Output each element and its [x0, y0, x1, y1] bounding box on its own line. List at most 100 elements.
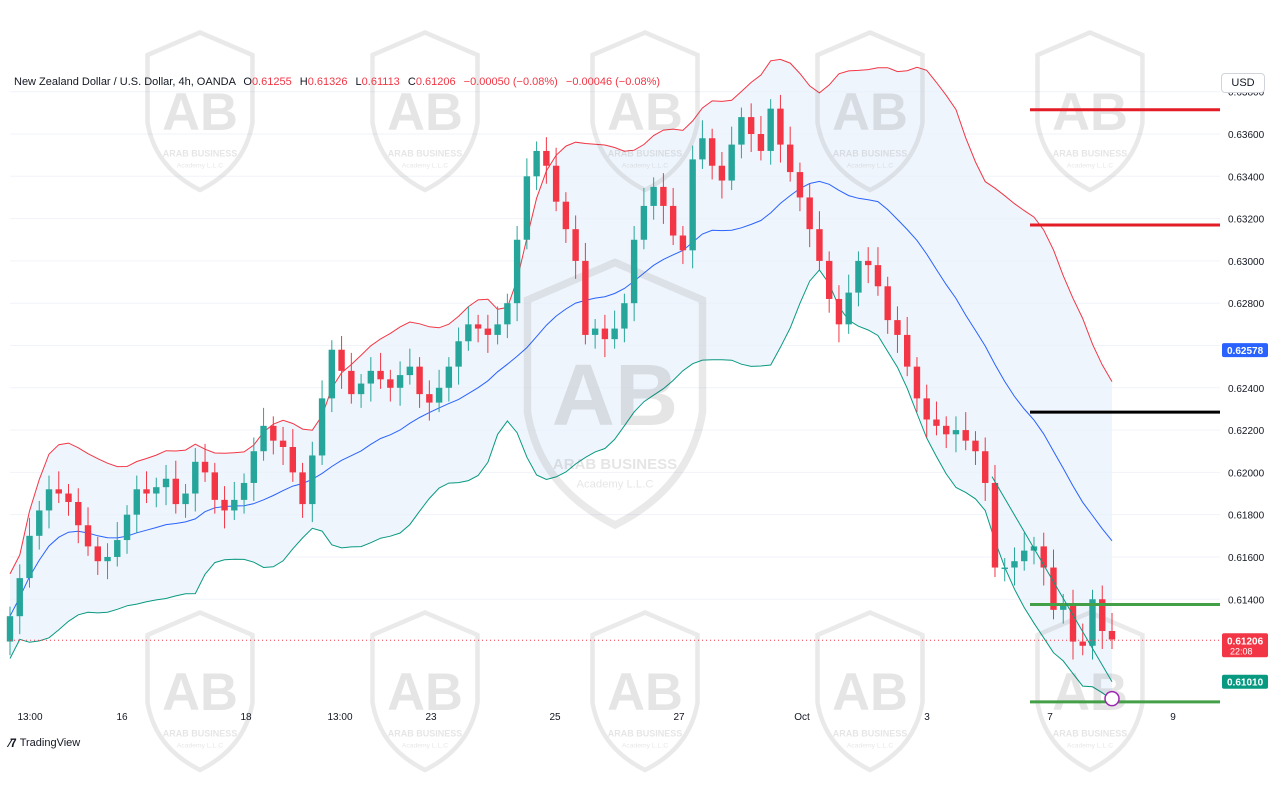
- candle: [689, 145, 696, 269]
- watermark-shield-outline: [370, 610, 480, 773]
- watermark-text: ARAB BUSINESS: [163, 728, 238, 738]
- x-tick-label: 13:00: [327, 712, 352, 723]
- watermark-shield-outline: [523, 258, 707, 530]
- candle-body: [767, 108, 774, 151]
- candle: [416, 357, 423, 408]
- x-tick-label: 23: [425, 712, 437, 723]
- x-tick-label: Oct: [794, 712, 810, 723]
- candle: [835, 285, 843, 343]
- watermark-shield: AB ARAB BUSINESS Academy L.L.C: [370, 30, 480, 193]
- bollinger-upper-band: [9, 58, 1113, 575]
- candle: [952, 416, 960, 453]
- candle-body: [1108, 630, 1116, 640]
- candle-body: [640, 205, 648, 240]
- watermark-monogram: AB: [162, 83, 238, 142]
- candle: [816, 211, 823, 271]
- watermark-subtext: Academy L.L.C: [402, 163, 448, 170]
- candle: [357, 374, 365, 408]
- y-tick-label: 0.62400: [1228, 384, 1265, 395]
- candle-body: [435, 387, 443, 403]
- candle: [231, 481, 238, 520]
- candle-body: [348, 370, 355, 395]
- candle: [660, 173, 667, 224]
- currency-button[interactable]: USD: [1221, 73, 1265, 93]
- candle-body: [864, 260, 872, 266]
- countdown-label: 22:08: [1230, 646, 1253, 656]
- tradingview-logo-icon: ⁄7: [9, 736, 17, 750]
- price-label-badge: [1222, 633, 1268, 658]
- candle: [591, 319, 599, 349]
- candle: [387, 369, 394, 402]
- candle: [825, 251, 833, 313]
- candle-body: [260, 425, 267, 452]
- candle: [894, 306, 901, 353]
- candle: [796, 162, 804, 212]
- candle-body: [728, 144, 735, 181]
- y-tick-label: 0.63400: [1228, 172, 1265, 183]
- candle: [533, 141, 540, 191]
- candle: [221, 486, 228, 529]
- candle-body: [923, 398, 930, 420]
- candle: [260, 407, 267, 461]
- watermark-shield-outline: [815, 610, 925, 773]
- candle: [767, 99, 774, 165]
- watermark-subtext: Academy L.L.C: [622, 163, 668, 170]
- candle-body: [84, 525, 92, 547]
- candle: [162, 464, 170, 506]
- candle-body: [65, 493, 72, 502]
- candle: [962, 412, 969, 451]
- candle: [348, 352, 355, 404]
- candle: [289, 429, 297, 482]
- candle-body: [231, 499, 238, 511]
- candle-body: [270, 425, 277, 441]
- candle-body: [533, 150, 540, 177]
- trend-line: [991, 476, 1113, 682]
- candle: [650, 177, 657, 220]
- candle-body: [75, 501, 82, 526]
- candle-body: [133, 489, 140, 515]
- candle: [367, 357, 375, 402]
- watermark-text: ARAB BUSINESS: [608, 148, 683, 158]
- candle-body: [904, 334, 911, 367]
- candle: [640, 187, 648, 250]
- candle: [855, 251, 862, 307]
- watermark-shield: AB ARAB BUSINESS Academy L.L.C: [590, 610, 700, 773]
- candle-body: [952, 430, 960, 435]
- candle-body: [1050, 567, 1057, 610]
- candle-body: [1021, 550, 1028, 562]
- candle-body: [1089, 599, 1096, 646]
- tradingview-logo[interactable]: ⁄7 TradingView: [9, 736, 80, 750]
- candle-body: [630, 239, 638, 304]
- candle: [494, 306, 501, 345]
- candle-body: [572, 229, 579, 261]
- candle-body: [611, 328, 618, 340]
- bollinger-basis: [9, 180, 1113, 617]
- price-label: 0.62578: [1227, 346, 1264, 357]
- watermark-monogram: AB: [607, 83, 683, 142]
- candle-body: [835, 298, 843, 325]
- candle-body: [621, 303, 628, 329]
- x-tick-label: 9: [1170, 712, 1176, 723]
- candle: [75, 488, 82, 544]
- candle: [172, 460, 179, 514]
- candle-body: [328, 349, 336, 399]
- watermark-text: ARAB BUSINESS: [833, 728, 908, 738]
- candle-body: [669, 205, 677, 236]
- candle-body: [991, 482, 999, 568]
- candle: [806, 183, 813, 248]
- candle: [923, 384, 930, 438]
- candle-body: [816, 229, 823, 261]
- price-label-badge: [1222, 343, 1268, 358]
- candle-body: [387, 379, 394, 388]
- x-tick-label: 7: [1047, 712, 1053, 723]
- low-value: 0.61113: [361, 76, 400, 88]
- candle-body: [221, 499, 228, 511]
- candle-body: [738, 117, 745, 145]
- low-label: L: [355, 76, 362, 88]
- candle-body: [786, 144, 794, 173]
- candle-body: [708, 138, 716, 166]
- candle-body: [426, 394, 433, 403]
- candle: [991, 464, 999, 578]
